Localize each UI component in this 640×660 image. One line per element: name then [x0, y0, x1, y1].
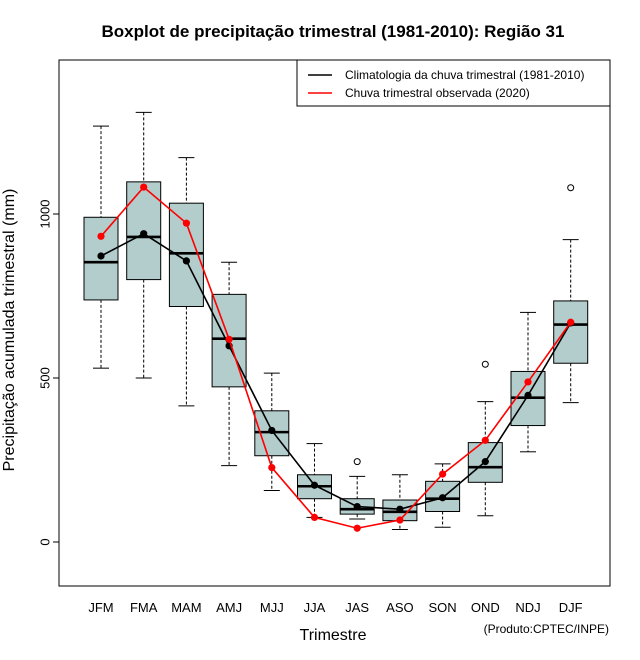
y-axis: 0 500 1000 [37, 200, 60, 546]
x-tick-label: AMJ [216, 600, 242, 615]
box-JFM [83, 125, 119, 369]
x-axis-label: Trimestre [300, 627, 367, 644]
series-point [268, 463, 276, 472]
box-AMJ [211, 261, 247, 467]
y-tick-label: 500 [37, 367, 52, 389]
series-climatology [97, 230, 575, 513]
x-tick-label: FMA [130, 600, 158, 615]
legend: Climatologia da chuva trimestral (1981-2… [296, 59, 611, 107]
y-tick-label: 0 [37, 538, 52, 545]
series-point [396, 516, 404, 524]
box-DJF [553, 184, 589, 404]
chart-title: Boxplot de precipitação trimestral (1981… [102, 22, 565, 41]
series-point [97, 232, 105, 240]
legend-box [296, 59, 611, 107]
series-point [268, 426, 276, 435]
series-point [481, 458, 489, 466]
series-point [524, 391, 532, 399]
legend-label-climatology: Climatologia da chuva trimestral (1981-2… [345, 68, 584, 82]
x-tick-label: MAM [171, 600, 201, 615]
series-point [310, 481, 319, 489]
series-point [225, 335, 233, 343]
box-iqr [553, 300, 589, 364]
y-axis-label: Precipitação acumulada trimestral (mm) [1, 189, 18, 472]
boxes-layer [83, 111, 589, 531]
x-tick-label: OND [471, 600, 500, 615]
x-tick-label: SON [429, 600, 457, 615]
credit-text: (Produto:CPTEC/INPE) [484, 622, 609, 636]
series-point [353, 502, 361, 511]
y-tick-label: 1000 [37, 200, 52, 229]
series-point [353, 524, 361, 532]
series-line [100, 232, 572, 511]
series-point [524, 378, 532, 386]
plot-frame [58, 59, 611, 587]
x-tick-label: JJA [304, 600, 326, 615]
x-axis: JFM FMA MAM AMJ MJJ JJA JAS ASO SON OND NDJ DJF [88, 600, 582, 615]
outlier-point [481, 360, 489, 368]
series-layer [97, 183, 575, 532]
x-tick-label: ASO [386, 600, 413, 615]
x-tick-label: NDJ [515, 600, 540, 615]
series-line [100, 185, 572, 530]
series-point [481, 436, 489, 444]
series-point [439, 470, 447, 478]
series-point [567, 318, 575, 326]
box-FMA [126, 111, 162, 379]
series-observed [97, 183, 575, 532]
outlier-point [353, 458, 361, 466]
x-tick-label: DJF [559, 600, 583, 615]
legend-label-observed: Chuva trimestral observada (2020) [345, 86, 530, 100]
series-point [310, 513, 319, 522]
series-point [396, 505, 404, 513]
outlier-point [567, 184, 575, 192]
series-point [140, 183, 148, 191]
series-point [182, 219, 190, 227]
x-tick-label: JFM [88, 600, 113, 615]
x-tick-label: MJJ [260, 600, 284, 615]
series-point [140, 230, 148, 238]
series-point [182, 257, 190, 265]
series-point [439, 494, 447, 502]
series-point [97, 252, 105, 260]
box-JJA [297, 443, 332, 518]
box-MAM [168, 157, 204, 407]
x-tick-label: JAS [345, 600, 369, 615]
